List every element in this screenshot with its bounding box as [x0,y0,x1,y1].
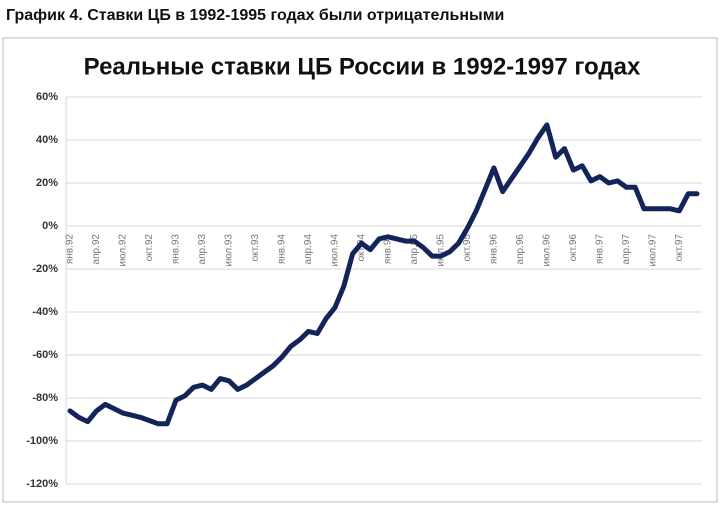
x-tick-label: окт.93 [250,234,261,262]
x-tick-label: янв.95 [383,234,394,265]
x-tick-label: окт.94 [356,234,367,262]
x-tick-label: июл.94 [330,234,341,267]
y-tick-label: 60% [36,91,58,103]
x-tick-label: июл.96 [542,234,553,267]
y-tick-label: -120% [26,478,58,490]
x-tick-label: апр.97 [621,234,632,265]
x-tick-label: июл.97 [647,234,658,267]
line-series [67,122,700,427]
x-tick-label: окт.96 [568,234,579,262]
x-tick-label: апр.92 [91,234,102,265]
x-tick-label: янв.92 [65,234,76,265]
y-tick-label: -100% [26,435,58,447]
x-tick-label: июл.92 [118,234,129,267]
y-tick-label: -60% [32,349,58,361]
x-tick-label: янв.97 [594,234,605,265]
y-tick-label: 20% [36,177,58,189]
x-tick-label: янв.93 [171,234,182,265]
x-tick-label: апр.93 [197,234,208,265]
x-tick-label: окт.95 [462,234,473,262]
x-tick-label: апр.95 [409,234,420,265]
y-tick-label: 0% [42,220,58,232]
x-tick-label: июл.95 [436,234,447,267]
x-tick-label: апр.96 [515,234,526,265]
x-tick-label: янв.94 [277,234,288,265]
x-tick-label: апр.94 [303,234,314,265]
x-tick-label: июл.93 [224,234,235,267]
y-tick-label: 40% [36,134,58,146]
x-tick-label: окт.92 [144,234,155,262]
x-tick-label: окт.97 [674,234,685,262]
y-tick-label: -20% [32,263,58,275]
x-tick-label: янв.96 [489,234,500,265]
page-header: График 4. Ставки ЦБ в 1992-1995 годах бы… [6,7,504,24]
chart-title: Реальные ставки ЦБ России в 1992-1997 го… [84,53,641,80]
y-tick-label: -40% [32,306,58,318]
chart-frame [2,37,718,503]
y-tick-label: -80% [32,392,58,404]
